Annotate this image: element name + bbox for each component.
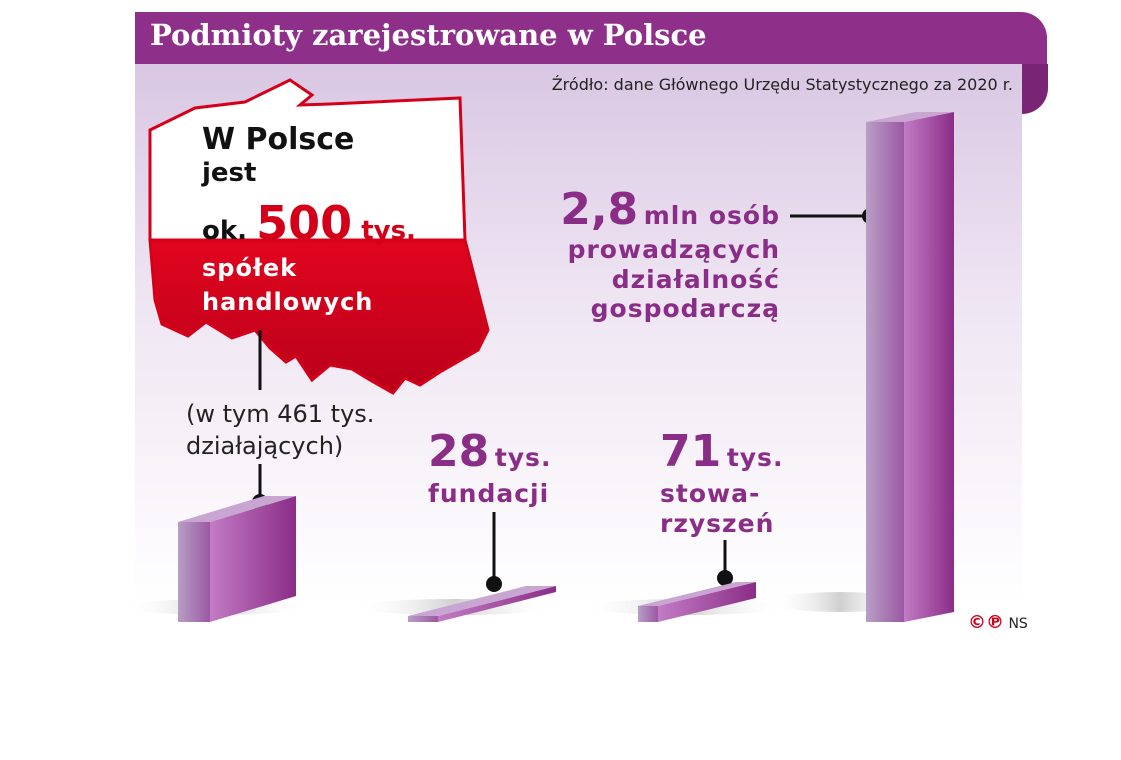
poland-line4: spółek (202, 254, 298, 282)
bar-stowarzyszenia-side (658, 582, 756, 622)
osob-unit: mln osób (643, 201, 780, 230)
bar-spolki-side (210, 496, 296, 622)
copyright-symbols: ©℗ (968, 612, 1004, 633)
bar-osoby-front (866, 122, 904, 622)
copyright-author: NS (1008, 616, 1028, 632)
poland-map (148, 78, 490, 395)
bar-stowarzyszenia-top (638, 582, 756, 606)
note-line1: (w tym 461 tys. (186, 400, 375, 428)
bar-spolki-front (178, 522, 210, 622)
title-bar (135, 12, 1047, 64)
bar-osoby-top (866, 112, 954, 122)
fund-unit: tys. (494, 443, 552, 472)
label-stowarzyszenia: 71 tys. stowa- rzyszeń (660, 426, 784, 538)
bars-group (178, 112, 954, 622)
osob-number: 2,8 (560, 184, 639, 235)
note-line2: działających) (186, 432, 344, 461)
poland-line1: W Polsce (202, 122, 355, 157)
stow-number: 71 (660, 426, 722, 477)
note-dzialajace: (w tym 461 tys. działających) (186, 398, 374, 463)
poland-line3: ok. 500 tys. (202, 196, 416, 250)
bar-fundacje-side (438, 586, 556, 622)
stow-text2: rzyszeń (660, 508, 775, 538)
label-osoby: 2,8 mln osób prowadzących działalność go… (522, 184, 780, 324)
leader-dot-fundacje (486, 576, 502, 592)
poland-ok: ok. (202, 216, 248, 246)
label-fundacje: 28 tys. fundacji (428, 426, 552, 509)
chart-title: Podmioty zarejestrowane w Polsce (150, 18, 707, 52)
poland-unit: tys. (361, 216, 416, 246)
stow-unit: tys. (726, 443, 784, 472)
osob-text2: działalność (611, 264, 780, 294)
poland-line2: jest (202, 158, 257, 188)
bar-osoby-side (904, 112, 954, 622)
source-note: Źródło: dane Głównego Urzędu Statystyczn… (551, 75, 1013, 94)
fund-text: fundacji (428, 479, 550, 509)
bar-spolki-top (178, 496, 296, 522)
osob-text1: prowadzących (567, 235, 780, 265)
bar-fundacje-top (408, 586, 556, 616)
stow-text1: stowa- (660, 479, 761, 509)
fund-number: 28 (428, 426, 490, 477)
copyright: ©℗ NS (968, 612, 1028, 633)
leader-dot-stowarzyszenia (717, 570, 733, 586)
poland-number: 500 (256, 196, 353, 250)
bar-stowarzyszenia-front (638, 606, 658, 622)
osob-text3: gospodarczą (590, 294, 780, 324)
bar-fundacje-front (408, 616, 438, 622)
poland-line5: handlowych (202, 288, 374, 316)
